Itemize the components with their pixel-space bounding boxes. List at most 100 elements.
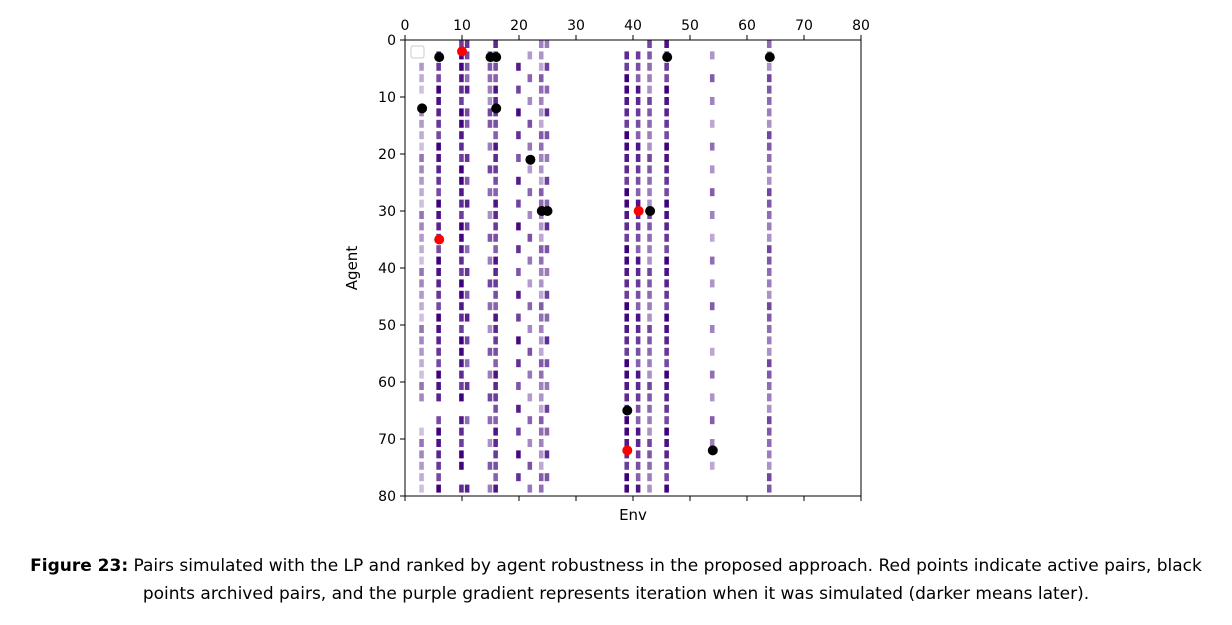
heatmap-cell xyxy=(419,154,424,162)
heatmap-cell xyxy=(647,279,652,288)
heatmap-cell xyxy=(464,108,470,117)
heatmap-cell xyxy=(624,473,630,482)
heatmap-cell xyxy=(635,313,641,322)
heatmap-cell xyxy=(647,245,652,254)
heatmap-cell xyxy=(635,97,641,105)
heatmap-cell xyxy=(647,85,652,94)
heatmap-cell xyxy=(624,461,630,470)
heatmap-cell xyxy=(527,119,533,128)
heatmap-cell xyxy=(624,97,630,105)
heatmap-cell xyxy=(647,416,652,425)
heatmap-cell xyxy=(493,142,498,151)
heatmap-cell xyxy=(647,131,652,140)
heatmap-cell xyxy=(436,268,441,276)
active-pair-point xyxy=(633,206,644,216)
heatmap-cell xyxy=(664,461,669,470)
heatmap-cell xyxy=(516,473,521,482)
heatmap-cell xyxy=(709,347,715,356)
heatmap-cell xyxy=(516,176,521,185)
heatmap-cell xyxy=(459,154,464,162)
heatmap-cell xyxy=(419,119,424,128)
heatmap-cell xyxy=(766,222,772,231)
heatmap-cell xyxy=(664,393,669,402)
x-tick-label: 70 xyxy=(795,18,813,34)
heatmap-cell xyxy=(493,427,498,436)
heatmap-cell xyxy=(493,279,498,288)
heatmap-cell xyxy=(664,131,669,140)
heatmap-cell xyxy=(544,62,550,71)
heatmap-cell xyxy=(709,393,715,402)
heatmap-cell xyxy=(544,313,550,322)
heatmap-cell xyxy=(766,279,772,288)
heatmap-cell xyxy=(436,154,441,162)
heatmap-cell xyxy=(459,97,464,105)
heatmap-cell xyxy=(459,40,464,48)
heatmap-cell xyxy=(419,165,424,174)
heatmap-cell xyxy=(436,176,441,185)
heatmap-cell xyxy=(624,108,630,117)
heatmap-cell xyxy=(647,256,652,265)
heatmap-cell xyxy=(493,268,498,276)
heatmap-cell xyxy=(459,450,464,459)
heatmap-cell xyxy=(464,382,470,390)
heatmap-cell xyxy=(624,279,630,288)
heatmap-cell xyxy=(635,370,641,379)
heatmap-cell xyxy=(624,233,630,242)
heatmap-cell xyxy=(635,51,641,60)
heatmap-cell xyxy=(527,74,533,83)
heatmap-cell xyxy=(664,233,669,242)
heatmap-cell xyxy=(516,427,521,436)
heatmap-cell xyxy=(516,268,521,276)
heatmap-cell xyxy=(419,313,424,322)
heatmap-cell xyxy=(493,325,498,333)
caption-text: Pairs simulated with the LP and ranked b… xyxy=(128,556,1202,604)
heatmap-cell xyxy=(647,302,652,311)
heatmap-cell xyxy=(766,131,772,140)
heatmap-cell xyxy=(635,439,641,447)
heatmap-cell xyxy=(635,85,641,94)
heatmap-cell xyxy=(493,359,498,368)
heatmap-cell xyxy=(635,199,641,208)
heatmap-cell xyxy=(647,142,652,151)
heatmap-cell xyxy=(419,222,424,231)
heatmap-cell xyxy=(487,211,493,219)
heatmap-cell xyxy=(709,302,715,311)
x-tick-label: 10 xyxy=(453,18,471,34)
heatmap-cell xyxy=(664,85,669,94)
heatmap-cell xyxy=(635,256,641,265)
heatmap-cell xyxy=(635,245,641,254)
heatmap-cell xyxy=(766,450,772,459)
heatmap-cell xyxy=(419,359,424,368)
heatmap-cell xyxy=(709,188,715,197)
heatmap-cell xyxy=(436,393,441,402)
heatmap-cell xyxy=(709,211,715,219)
heatmap-cell xyxy=(487,233,493,242)
heatmap-cell xyxy=(436,256,441,265)
heatmap-cell xyxy=(436,370,441,379)
heatmap-cell xyxy=(487,165,493,174)
heatmap-cell xyxy=(436,427,441,436)
heatmap-cell xyxy=(664,416,669,425)
heatmap-cell xyxy=(436,97,441,105)
heatmap-cell xyxy=(538,108,544,117)
x-tick-label: 60 xyxy=(738,18,756,34)
heatmap-cell xyxy=(766,97,772,105)
heatmap-cell xyxy=(538,62,544,71)
heatmap-cell xyxy=(487,302,493,311)
heatmap-cell xyxy=(664,199,669,208)
heatmap-cell xyxy=(647,347,652,356)
heatmap-cell xyxy=(516,450,521,459)
heatmap-cell xyxy=(516,85,521,94)
heatmap-cell xyxy=(538,427,544,436)
heatmap-cell xyxy=(516,382,521,390)
active-pair-point xyxy=(622,445,633,456)
heatmap-cell xyxy=(635,484,641,493)
heatmap-cell xyxy=(624,51,630,60)
heatmap-cell xyxy=(624,484,630,493)
heatmap-cell xyxy=(419,450,424,459)
heatmap-cell xyxy=(709,233,715,242)
heatmap-cell xyxy=(436,416,441,425)
heatmap-cell xyxy=(664,302,669,311)
heatmap-cell xyxy=(538,142,544,151)
heatmap-cell xyxy=(538,370,544,379)
